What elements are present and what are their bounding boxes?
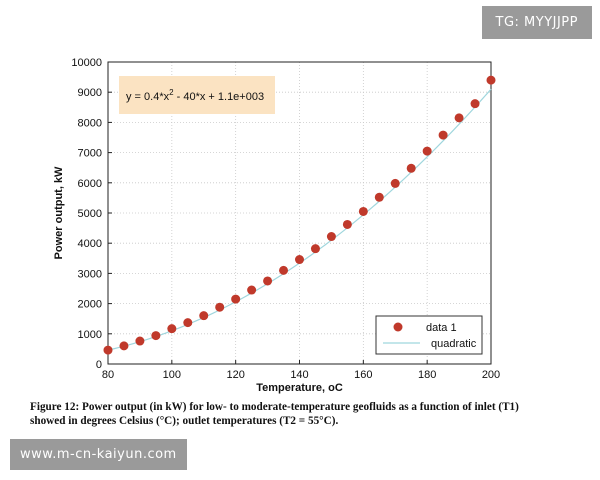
figure-caption: Figure 12: Power output (in kW) for low-… bbox=[30, 401, 519, 427]
data-point bbox=[454, 113, 464, 123]
x-tick-label: 160 bbox=[354, 369, 372, 381]
legend: data 1 quadratic bbox=[375, 315, 483, 355]
data-point bbox=[310, 244, 320, 254]
data-point bbox=[486, 75, 496, 85]
y-tick-label: 8000 bbox=[78, 117, 102, 129]
y-tick-label: 7000 bbox=[78, 148, 102, 160]
legend-label-quadratic: quadratic bbox=[431, 338, 477, 350]
equation-prefix: y = 0.4*x bbox=[126, 91, 170, 103]
equation-suffix: - 40*x + 1.1e+003 bbox=[174, 91, 265, 103]
data-point bbox=[215, 302, 225, 312]
y-tick-label: 1000 bbox=[78, 329, 102, 341]
y-tick-label: 4000 bbox=[78, 238, 102, 250]
axis-ticks: 80 100 120 140 160 180 20001000200030004000500… bbox=[71, 57, 500, 381]
watermark-bottom: www.m-cn-kaiyun.com bbox=[10, 439, 187, 470]
y-tick-label: 2000 bbox=[78, 299, 102, 311]
data-point bbox=[119, 341, 129, 351]
data-point bbox=[263, 276, 273, 286]
data-point bbox=[470, 99, 480, 109]
x-tick-label: 180 bbox=[418, 369, 436, 381]
chart: 80 100 120 140 160 180 20001000200030004000500… bbox=[53, 57, 500, 394]
x-tick-label: 100 bbox=[163, 369, 181, 381]
equation-box-background bbox=[119, 76, 275, 114]
data-point bbox=[342, 219, 352, 229]
y-tick-label: 6000 bbox=[78, 178, 102, 190]
data-point bbox=[326, 232, 336, 242]
y-tick-label: 0 bbox=[96, 359, 102, 371]
legend-box bbox=[375, 315, 483, 355]
data-point bbox=[438, 130, 448, 140]
watermark-top: TG: MYYJJPP bbox=[481, 6, 592, 39]
data-point bbox=[151, 331, 161, 341]
x-tick-label: 80 bbox=[102, 369, 114, 381]
data-point bbox=[135, 336, 145, 346]
data-point bbox=[295, 255, 304, 265]
x-tick-label: 200 bbox=[482, 369, 500, 381]
equation-box: y = 0.4*x2 - 40*x + 1.1e+003 bbox=[119, 76, 275, 114]
y-tick-label: 3000 bbox=[78, 268, 102, 280]
equation-exponent: 2 bbox=[169, 88, 174, 97]
data-point bbox=[247, 285, 257, 295]
data-point bbox=[183, 318, 193, 328]
data-point bbox=[406, 163, 416, 173]
data-point bbox=[199, 311, 209, 321]
y-tick-label: 9000 bbox=[78, 87, 102, 99]
data-point bbox=[422, 146, 432, 156]
data-point bbox=[231, 294, 241, 304]
x-tick-label: 140 bbox=[290, 369, 308, 381]
x-tick-label: 120 bbox=[226, 369, 244, 381]
legend-marker-data-1 bbox=[393, 322, 403, 332]
data-point bbox=[103, 345, 113, 355]
x-axis-label: Temperature, oC bbox=[256, 382, 343, 394]
y-tick-label: 10000 bbox=[71, 57, 102, 69]
y-axis-label: Power output, kW bbox=[53, 166, 65, 260]
data-point bbox=[167, 324, 177, 334]
data-point bbox=[374, 192, 384, 202]
data-point bbox=[358, 206, 368, 216]
data-points bbox=[103, 75, 496, 355]
equation-text: y = 0.4*x2 - 40*x + 1.1e+003 bbox=[126, 88, 264, 103]
legend-label-data-1: data 1 bbox=[426, 322, 457, 334]
data-point bbox=[390, 178, 400, 188]
data-point bbox=[279, 265, 289, 275]
y-tick-label: 5000 bbox=[78, 208, 102, 220]
